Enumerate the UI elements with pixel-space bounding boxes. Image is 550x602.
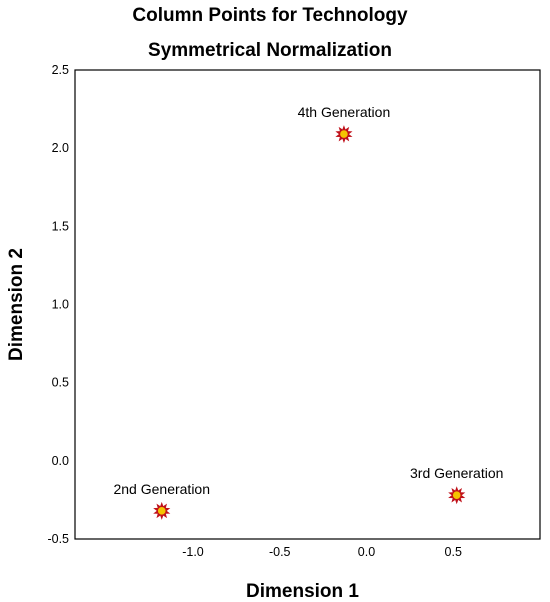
x-tick-label: 0.5 [445, 545, 462, 559]
plot-area-frame [74, 69, 541, 540]
x-tick-label: 0.0 [358, 545, 375, 559]
data-point-label: 4th Generation [298, 104, 391, 120]
x-tick-label: -1.0 [182, 545, 204, 559]
chart-subtitle: Symmetrical Normalization [148, 40, 392, 61]
x-tick-label: -0.5 [269, 545, 291, 559]
data-point-marker-core [157, 507, 166, 515]
y-tick-label: -0.5 [47, 532, 69, 546]
chart-title: Column Points for Technology [132, 5, 408, 26]
y-axis-title: Dimension 2 [6, 248, 27, 361]
x-axis-title: Dimension 1 [246, 581, 359, 602]
y-tick-label: 0.5 [52, 376, 69, 390]
data-point-label: 3rd Generation [410, 465, 503, 481]
y-tick-label: 2.0 [52, 141, 69, 155]
y-tick-label: 2.5 [52, 63, 69, 77]
y-tick-label: 0.0 [52, 454, 69, 468]
data-point-marker-core [340, 130, 348, 138]
data-point-marker-core [452, 491, 461, 500]
y-tick-label: 1.5 [52, 219, 69, 233]
y-tick-label: 1.0 [52, 298, 69, 312]
data-point-label: 2nd Generation [113, 481, 210, 497]
